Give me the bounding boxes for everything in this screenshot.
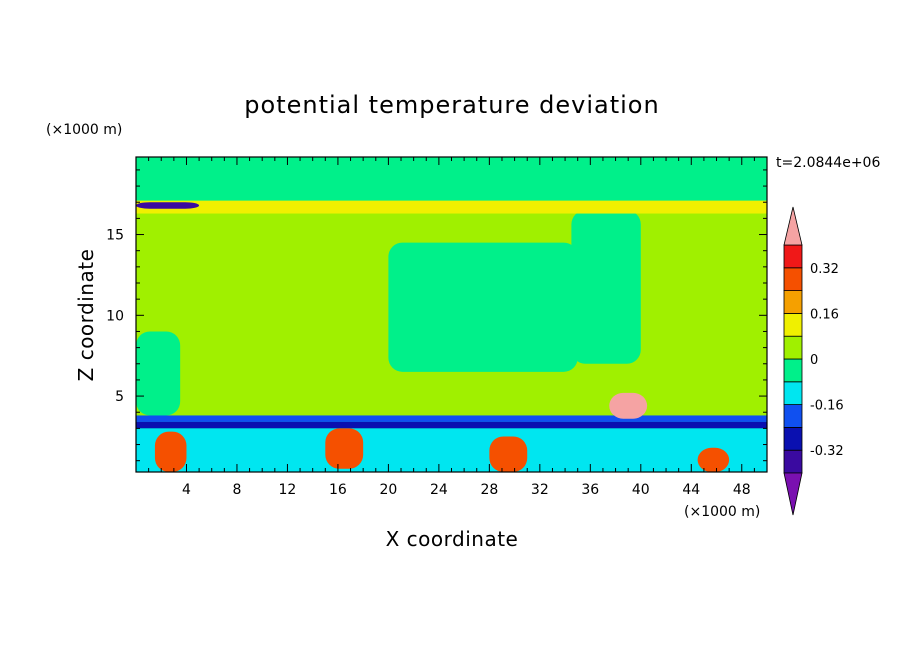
colorbar-label: 0	[810, 353, 818, 368]
colorbar-label: -0.16	[810, 399, 844, 414]
colorbar: 0.32 0.16 0 -0.16 -0.32	[783, 206, 844, 516]
colorbar-under-triangle	[783, 472, 803, 516]
x-tick-label: 8	[232, 482, 241, 498]
colorbar-bin	[783, 335, 803, 360]
x-unit-label: (×1000 m)	[684, 504, 760, 520]
colorbar-bin	[783, 426, 803, 451]
colorbar-bin	[783, 358, 803, 383]
x-tick-label: 44	[682, 482, 700, 498]
colorbar-bin	[783, 381, 803, 405]
x-tick-label: 20	[379, 482, 397, 498]
x-axis-label: X coordinate	[386, 527, 519, 551]
contour-field	[136, 157, 767, 472]
field-region	[325, 428, 364, 469]
colorbar-bin	[783, 404, 803, 428]
field-region	[136, 202, 200, 209]
y-tick-label: 5	[115, 389, 124, 405]
field-region	[136, 415, 767, 422]
colorbar-bin	[783, 312, 803, 337]
colorbar-bin	[783, 244, 803, 269]
x-tick-label: 40	[632, 482, 650, 498]
x-tick-label: 12	[279, 482, 297, 498]
colorbar-label: 0.16	[810, 307, 839, 322]
field-region	[697, 447, 730, 472]
x-tick-label: 16	[329, 482, 347, 498]
field-region	[136, 200, 767, 214]
plot-area	[135, 156, 768, 473]
colorbar-bin	[783, 290, 803, 314]
chart-title: potential temperature deviation	[244, 91, 659, 119]
field-region	[388, 242, 578, 372]
y-ticks: 5 10 15	[106, 228, 124, 406]
x-tick-label: 36	[581, 482, 599, 498]
colorbar-label: 0.32	[810, 262, 839, 277]
x-tick-label: 4	[182, 482, 191, 498]
field-region	[489, 436, 528, 472]
x-tick-label: 32	[531, 482, 549, 498]
y-axis-label: Z coordinate	[74, 249, 98, 382]
y-unit-label: (×1000 m)	[46, 122, 122, 138]
field-region	[136, 331, 181, 416]
x-tick-label: 24	[430, 482, 448, 498]
colorbar-bin	[783, 267, 803, 291]
colorbar-bin	[783, 449, 803, 474]
field-region	[571, 210, 641, 364]
field-region	[136, 428, 767, 472]
x-tick-label: 48	[733, 482, 751, 498]
y-tick-label: 15	[106, 228, 124, 244]
field-region	[154, 431, 187, 472]
y-tick-label: 10	[106, 308, 124, 324]
colorbar-over-triangle	[783, 206, 803, 246]
x-tick-label: 28	[480, 482, 498, 498]
x-ticks: 4 8 12 16 20 24 28 32 36 40 44 48	[182, 482, 751, 498]
field-region	[136, 421, 767, 429]
colorbar-label: -0.32	[810, 444, 844, 459]
time-label: t=2.0844e+06	[776, 155, 880, 171]
field-region	[609, 392, 648, 419]
